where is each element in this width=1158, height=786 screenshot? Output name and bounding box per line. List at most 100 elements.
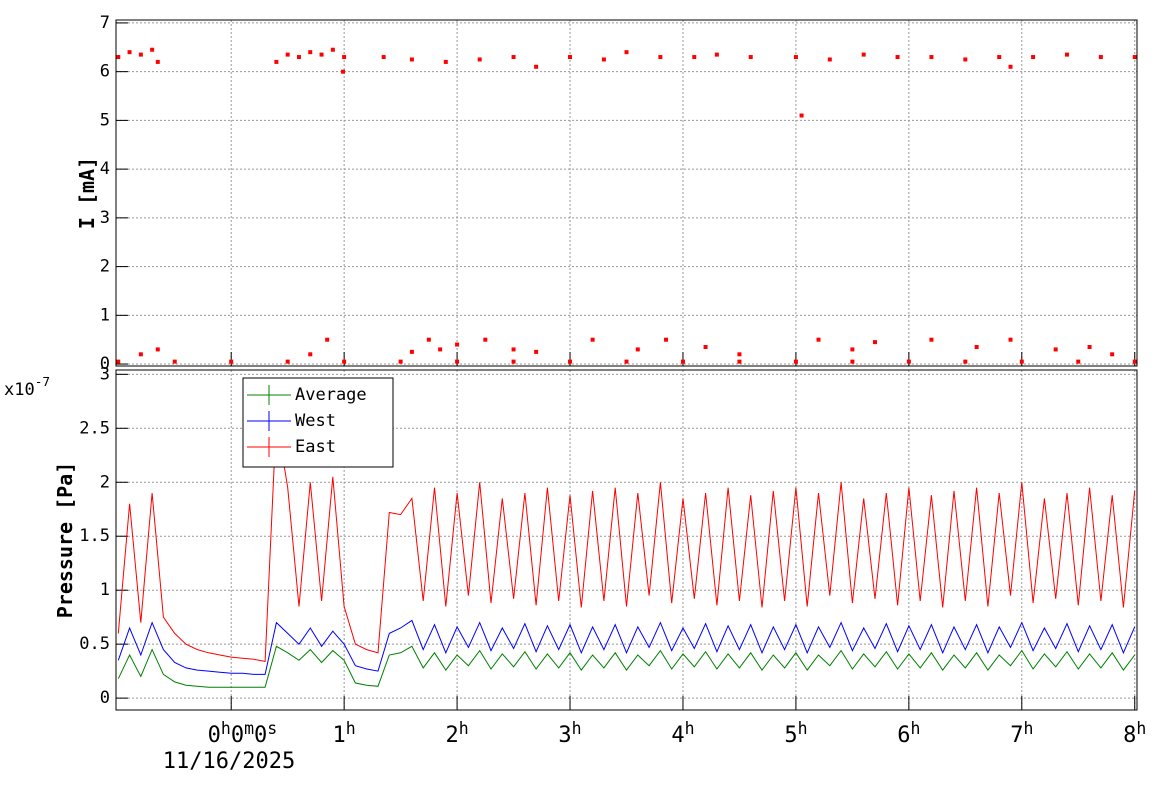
point <box>285 52 290 57</box>
point <box>872 340 877 345</box>
point <box>319 52 324 57</box>
y-tick-label: 5 <box>100 110 110 130</box>
legend: Average West East <box>242 377 394 468</box>
point <box>624 50 629 55</box>
point <box>172 359 177 364</box>
point <box>455 342 460 347</box>
point <box>1008 337 1013 342</box>
point <box>534 64 539 69</box>
point <box>793 359 798 364</box>
point <box>1019 359 1024 364</box>
x-tick-label: 0h0m0s <box>208 719 278 748</box>
point <box>963 359 968 364</box>
point <box>1076 359 1081 364</box>
point <box>850 347 855 352</box>
point <box>325 337 330 342</box>
point <box>308 50 313 55</box>
point <box>138 52 143 57</box>
point <box>1132 359 1137 364</box>
y-axis-title: Pressure [Pa] <box>53 462 77 619</box>
legend-box <box>242 377 394 468</box>
y-tick-label: 0.5 <box>79 634 110 654</box>
point <box>658 55 663 60</box>
y-tick-label: 3 <box>100 208 110 228</box>
series-line <box>117 417 1136 662</box>
legend-label: East <box>295 437 336 457</box>
plot-frame <box>115 19 1138 367</box>
x-tick-label: 2h <box>445 719 468 748</box>
point <box>850 359 855 364</box>
point <box>116 359 121 364</box>
point <box>635 347 640 352</box>
point <box>816 337 821 342</box>
x-tick-label: 3h <box>558 719 581 748</box>
y-tick-label: 1.5 <box>79 526 110 546</box>
point <box>1008 64 1013 69</box>
point <box>601 57 606 62</box>
point <box>398 359 403 364</box>
series-line <box>117 645 1136 688</box>
point <box>799 113 804 118</box>
point <box>341 69 346 74</box>
point <box>342 55 347 60</box>
point <box>381 55 386 60</box>
point <box>483 337 488 342</box>
x-tick-label: 7h <box>1010 719 1033 748</box>
x-tick-label: 4h <box>671 719 694 748</box>
point <box>590 337 595 342</box>
y-tick-label: 3 <box>100 364 110 384</box>
y-tick-label: 0 <box>100 354 110 374</box>
y-multiplier: x10-7 <box>4 375 50 401</box>
point <box>568 359 573 364</box>
point <box>737 359 742 364</box>
point <box>963 57 968 62</box>
point <box>155 347 160 352</box>
x-tick-label: 6h <box>897 719 920 748</box>
y-tick-label: 4 <box>100 159 110 179</box>
point <box>409 57 414 62</box>
point <box>1031 55 1036 60</box>
point <box>138 352 143 357</box>
point <box>748 55 753 60</box>
legend-label: West <box>295 411 336 431</box>
point <box>737 352 742 357</box>
y-tick-label: 1 <box>100 580 110 600</box>
y-axis-title: I [mA] <box>75 157 99 229</box>
x-tick-label: 5h <box>784 719 807 748</box>
point <box>664 337 669 342</box>
legend-label: Average <box>295 385 367 405</box>
point <box>477 57 482 62</box>
point <box>827 57 832 62</box>
y-tick-label: 6 <box>100 62 110 82</box>
point <box>116 55 121 60</box>
point <box>714 52 719 57</box>
point <box>997 55 1002 60</box>
y-tick-label: 2 <box>100 472 110 492</box>
point <box>409 349 414 354</box>
point <box>229 359 234 364</box>
y-tick-label: 2 <box>100 257 110 277</box>
point <box>793 55 798 60</box>
point <box>443 59 448 64</box>
point <box>568 55 573 60</box>
point <box>861 52 866 57</box>
point <box>511 55 516 60</box>
point <box>511 359 516 364</box>
point <box>330 47 335 52</box>
series-line <box>117 619 1136 675</box>
point <box>974 344 979 349</box>
point <box>342 359 347 364</box>
point <box>296 55 301 60</box>
point <box>511 347 516 352</box>
y-tick-label: 7 <box>100 13 110 33</box>
point <box>274 59 279 64</box>
point <box>906 359 911 364</box>
plot-layer: 0 1 2 3 4 5 6 7 I [mA] 0 0.5 1 1.5 2 2.5 3 Pressure [Pa]… <box>4 13 1146 774</box>
y-tick-label: 2.5 <box>79 418 110 438</box>
point <box>455 359 460 364</box>
point <box>438 347 443 352</box>
point <box>692 55 697 60</box>
point <box>929 55 934 60</box>
